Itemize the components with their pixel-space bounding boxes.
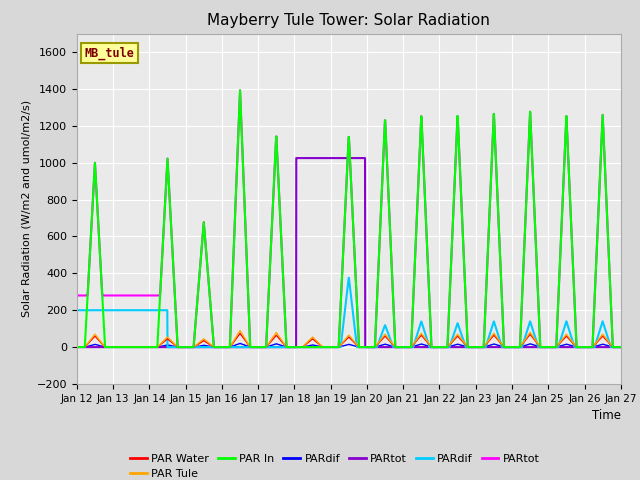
Title: Mayberry Tule Tower: Solar Radiation: Mayberry Tule Tower: Solar Radiation [207,13,490,28]
Y-axis label: Solar Radiation (W/m2 and umol/m2/s): Solar Radiation (W/m2 and umol/m2/s) [21,100,31,317]
X-axis label: Time: Time [592,409,621,422]
Legend: PAR Water, PAR Tule, PAR In, PARdif, PARtot, PARdif, PARtot: PAR Water, PAR Tule, PAR In, PARdif, PAR… [126,449,544,480]
Text: MB_tule: MB_tule [85,47,135,60]
